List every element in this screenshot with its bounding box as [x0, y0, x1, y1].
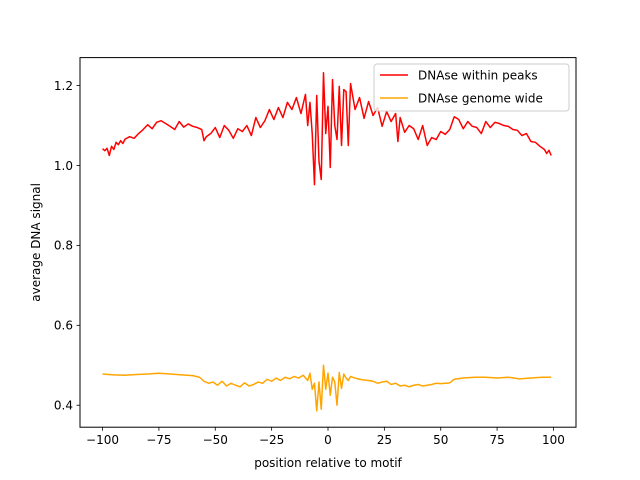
y-tick-label: 1.2 [54, 79, 73, 93]
x-tick-label: 100 [542, 433, 565, 447]
x-tick-label: 25 [377, 433, 392, 447]
plot-lines [102, 72, 552, 412]
x-tick-label: −100 [86, 433, 119, 447]
series-line-dnase-genome-wide [102, 364, 552, 412]
legend-box [373, 63, 570, 112]
x-tick-label: 75 [489, 433, 504, 447]
x-tick-label: −25 [259, 433, 284, 447]
x-axis-label: position relative to motif [254, 456, 402, 470]
y-axis-label: average DNA signal [29, 183, 43, 302]
legend-label-dnase-within-peaks: DNAse within peaks [418, 69, 538, 83]
y-tick-label: 0.4 [54, 399, 73, 413]
y-axis-ticks: 0.4 0.6 0.8 1.0 1.2 [54, 79, 80, 413]
legend: DNAse within peaks DNAse genome wide [373, 63, 570, 112]
y-tick-label: 1.0 [54, 159, 73, 173]
x-axis-ticks: −100 −75 −50 −25 0 25 50 75 100 [86, 427, 565, 447]
legend-label-dnase-genome-wide: DNAse genome wide [418, 92, 543, 106]
x-tick-label: 50 [433, 433, 448, 447]
series-line-dnase-within-peaks [102, 72, 552, 186]
x-tick-label: −75 [146, 433, 171, 447]
y-tick-label: 0.8 [54, 239, 73, 253]
x-tick-label: 0 [324, 433, 332, 447]
y-tick-label: 0.6 [54, 319, 73, 333]
x-tick-label: −50 [203, 433, 228, 447]
